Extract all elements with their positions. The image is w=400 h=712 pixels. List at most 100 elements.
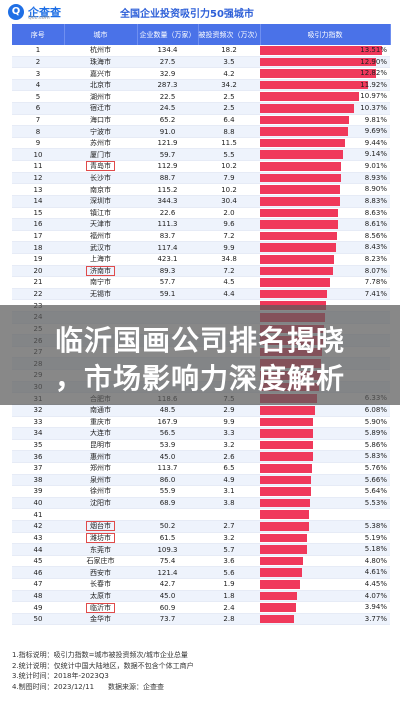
table-row: 12 长沙市 88.7 7.9 8.93% (12, 172, 390, 185)
city-name: 南京市 (90, 185, 111, 194)
cell-rank: 19 (12, 253, 64, 266)
cell-freq: 9.6 (198, 218, 260, 231)
cell-index: 5.66% (260, 474, 390, 487)
index-bar (260, 429, 314, 438)
index-bar (260, 173, 341, 183)
cell-count: 423.1 (137, 253, 198, 266)
table-row: 4 北京市 287.3 34.2 11.92% (12, 79, 390, 92)
index-value: 8.56% (364, 231, 387, 240)
table-row: 44 东莞市 109.3 5.7 5.18% (12, 543, 390, 556)
cell-index: 4.45% (260, 578, 390, 591)
cell-city: 海口市 (64, 114, 137, 127)
cell-rank: 18 (12, 241, 64, 254)
table-row: 35 昆明市 53.9 3.2 5.86% (12, 439, 390, 452)
cell-freq: 4.4 (198, 288, 260, 301)
index-bar (260, 185, 341, 194)
cell-count: 89.3 (137, 265, 198, 278)
index-bar (260, 533, 307, 543)
table-row: 15 镇江市 22.6 2.0 8.63% (12, 207, 390, 220)
cell-rank: 4 (12, 79, 64, 92)
cell-rank: 9 (12, 137, 64, 150)
cell-freq: 3.8 (198, 497, 260, 510)
cell-city: 南京市 (64, 183, 137, 196)
table-row: 10 厦门市 59.7 5.5 9.14% (12, 148, 390, 162)
index-bar (260, 289, 327, 299)
brand-sub: Qcc.com (28, 15, 50, 21)
cell-freq: 9.9 (198, 241, 260, 254)
cell-rank: 10 (12, 148, 64, 162)
index-value: 8.43% (364, 243, 387, 252)
cell-count: 57.7 (137, 276, 198, 289)
cell-freq: 10.2 (198, 160, 260, 173)
index-value: 8.63% (364, 208, 387, 217)
cell-count: 55.9 (137, 485, 198, 498)
cell-rank: 1 (12, 45, 64, 57)
cell-freq: 3.2 (198, 532, 260, 545)
cell-index: 6.08% (260, 404, 390, 417)
index-value: 3.77% (364, 614, 387, 623)
index-value: 5.53% (364, 498, 387, 507)
cell-count: 56.5 (137, 427, 198, 440)
cell-index: 5.89% (260, 427, 390, 440)
cell-count: 115.2 (137, 183, 198, 196)
city-name: 石家庄市 (86, 557, 115, 566)
city-name: 天津市 (90, 220, 111, 229)
table-row: 21 南宁市 57.7 4.5 7.78% (12, 276, 390, 289)
cell-freq: 30.4 (198, 195, 260, 208)
index-bar (260, 545, 307, 554)
index-value: 8.61% (364, 220, 387, 229)
city-name: 西安市 (90, 568, 111, 577)
index-bar (260, 614, 295, 624)
cell-index: 13.51% (260, 45, 390, 57)
index-value: 5.38% (364, 521, 387, 530)
cell-rank: 44 (12, 543, 64, 556)
table-row: 11 青岛市 112.9 10.2 9.01% (12, 160, 390, 173)
cell-city: 金华市 (64, 613, 137, 626)
cell-index: 12.82% (260, 67, 390, 80)
index-bar (260, 196, 340, 206)
city-name: 镇江市 (90, 208, 111, 217)
cell-freq: 6.4 (198, 114, 260, 127)
cell-rank: 11 (12, 160, 64, 173)
cell-rank: 13 (12, 183, 64, 196)
cell-rank: 38 (12, 474, 64, 487)
city-name: 福州市 (90, 232, 111, 241)
cell-city: 宿迁市 (64, 102, 137, 115)
cell-freq (198, 508, 260, 521)
cell-city: 武汉市 (64, 241, 137, 254)
index-value: 4.80% (364, 556, 387, 565)
footnote: 1.指标说明：吸引力指数=城市被投资频次/城市企业总量 (12, 651, 188, 659)
cell-freq: 10.2 (198, 183, 260, 196)
cell-rank: 33 (12, 416, 64, 429)
table-row: 41 (12, 508, 390, 521)
cell-count: 24.5 (137, 102, 198, 115)
cell-count: 68.9 (137, 497, 198, 510)
cell-count: 113.7 (137, 462, 198, 475)
city-name: 东莞市 (90, 545, 111, 554)
table-row: 42 烟台市 50.2 2.7 5.38% (12, 520, 390, 533)
cell-freq: 4.2 (198, 67, 260, 80)
table-row: 48 太原市 45.0 1.8 4.07% (12, 590, 390, 603)
cell-index: 9.81% (260, 114, 390, 127)
cell-city: 太原市 (64, 590, 137, 603)
index-value: 5.18% (364, 545, 387, 554)
city-name: 郑州市 (90, 464, 111, 473)
index-bar (260, 115, 349, 125)
cell-index: 9.01% (260, 160, 390, 173)
cell-count: 59.1 (137, 288, 198, 301)
cell-freq: 9.9 (198, 416, 260, 429)
cell-index: 5.64% (260, 485, 390, 498)
table-row: 18 武汉市 117.4 9.9 8.43% (12, 241, 390, 254)
index-value: 10.97% (360, 92, 387, 101)
cell-rank: 32 (12, 404, 64, 417)
index-bar (260, 452, 313, 461)
cell-index: 8.83% (260, 195, 390, 208)
cell-count: 53.9 (137, 439, 198, 452)
index-bar (260, 521, 309, 531)
cell-index: 8.23% (260, 253, 390, 266)
cell-index: 10.37% (260, 102, 390, 115)
index-bar (260, 243, 337, 252)
cell-freq: 5.7 (198, 543, 260, 556)
cell-city: 厦门市 (64, 148, 137, 162)
cell-city: 苏州市 (64, 137, 137, 150)
